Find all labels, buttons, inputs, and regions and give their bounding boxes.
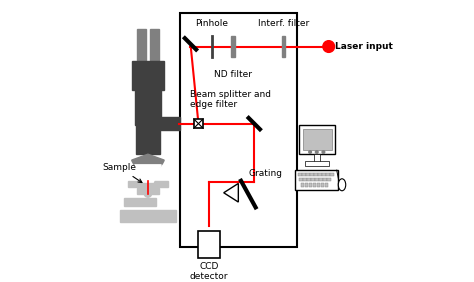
Bar (298, 173, 301, 176)
Bar (328, 178, 331, 181)
Bar (180, 13, 297, 247)
Bar (305, 161, 329, 166)
Bar (306, 173, 310, 176)
Bar (314, 173, 318, 176)
Bar (231, 36, 235, 57)
Bar (330, 173, 334, 176)
Bar (317, 184, 320, 187)
Bar (120, 210, 176, 222)
Circle shape (323, 41, 335, 52)
Bar (135, 91, 161, 125)
Text: Sample: Sample (103, 163, 142, 182)
Bar (321, 184, 324, 187)
Bar (301, 184, 304, 187)
Bar (199, 231, 220, 258)
Bar (136, 124, 160, 154)
Bar (300, 178, 303, 181)
Text: CCD
detector: CCD detector (190, 262, 228, 281)
Bar (323, 178, 327, 181)
Bar (150, 29, 159, 61)
Polygon shape (224, 184, 238, 202)
Bar (300, 125, 336, 154)
Bar (132, 61, 164, 91)
Bar (282, 36, 285, 57)
Bar (305, 184, 308, 187)
Bar (314, 154, 320, 162)
Bar (128, 181, 168, 188)
Bar (194, 119, 203, 128)
Ellipse shape (338, 179, 346, 191)
Circle shape (315, 151, 318, 153)
Bar (322, 173, 326, 176)
Bar (309, 184, 312, 187)
Text: Laser input: Laser input (336, 42, 393, 51)
Bar (311, 178, 315, 181)
Bar (315, 178, 319, 181)
Wedge shape (132, 154, 164, 171)
Bar (124, 198, 156, 206)
Bar (310, 173, 314, 176)
Bar (313, 184, 316, 187)
Bar (308, 178, 311, 181)
Circle shape (144, 190, 152, 197)
Bar (160, 117, 180, 130)
Bar (137, 29, 146, 61)
Bar (318, 173, 321, 176)
Bar (295, 170, 338, 190)
Bar (325, 184, 328, 187)
Text: ND filter: ND filter (214, 70, 252, 80)
Circle shape (309, 151, 311, 153)
Bar (326, 173, 329, 176)
Bar (303, 178, 307, 181)
Text: Pinhole: Pinhole (195, 19, 228, 28)
Circle shape (322, 151, 325, 153)
Bar (319, 178, 323, 181)
Polygon shape (135, 165, 161, 182)
Text: Interf. filter: Interf. filter (258, 19, 309, 28)
Bar (302, 173, 306, 176)
Bar (137, 188, 159, 193)
Text: Grating: Grating (249, 169, 283, 178)
Text: Beam splitter and
edge filter: Beam splitter and edge filter (191, 90, 272, 109)
Bar (303, 129, 332, 150)
